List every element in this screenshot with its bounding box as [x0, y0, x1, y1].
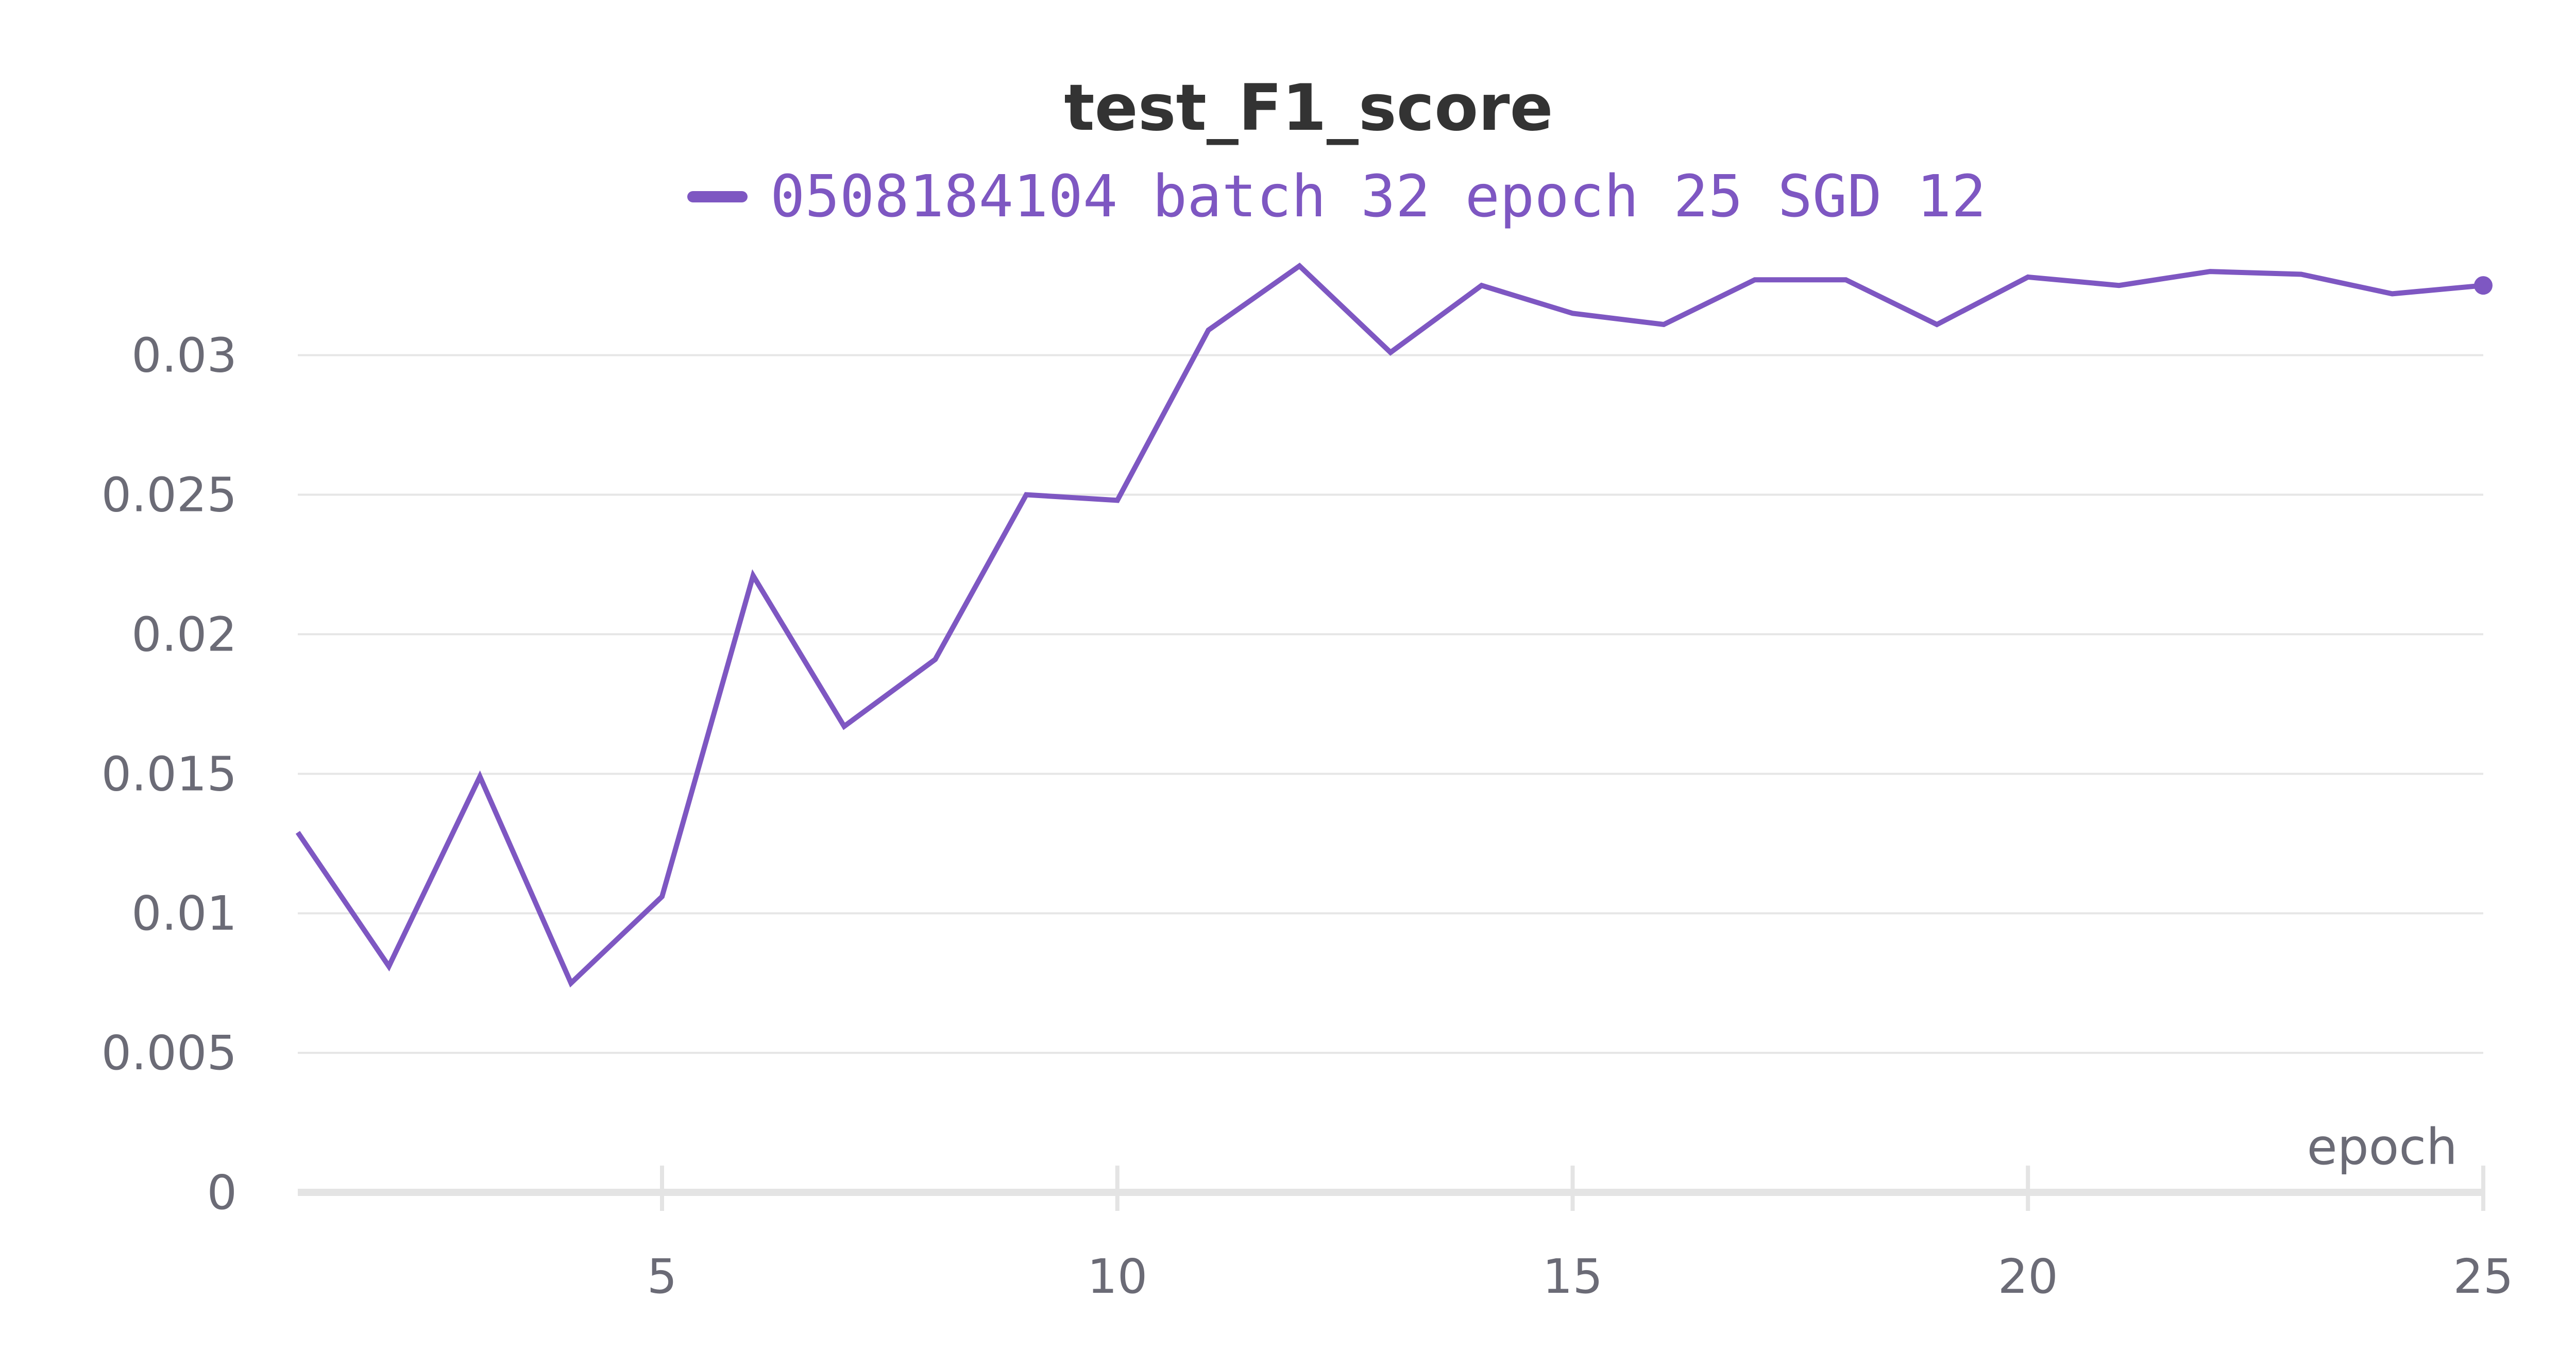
y-tick-label: 0.015: [101, 746, 237, 801]
x-tick-label: 15: [1543, 1249, 1603, 1304]
y-tick-label: 0.02: [131, 607, 237, 662]
y-tick-label: 0.01: [131, 886, 237, 941]
x-tick-label: 20: [1998, 1249, 2058, 1304]
x-axis: [298, 1166, 2485, 1211]
x-tick-label: 5: [647, 1249, 677, 1304]
legend-label-series-0: 0508184104 batch 32 epoch 25 SGD 12: [770, 163, 1986, 230]
legend[interactable]: 0508184104 batch 32 epoch 25 SGD 12: [687, 163, 1986, 230]
x-axis-label: epoch: [2307, 1118, 2458, 1176]
x-tick-label: 25: [2453, 1249, 2513, 1304]
series-end-point: [2474, 276, 2493, 295]
y-tick-label: 0.005: [101, 1025, 237, 1081]
x-axis-tick-labels: 5 10 15 20 25: [647, 1249, 2514, 1304]
y-tick-label: 0: [207, 1165, 237, 1220]
chart-title: test_F1_score: [1064, 71, 1553, 145]
x-tick-label: 10: [1087, 1249, 1147, 1304]
y-axis-tick-labels: 0 0.005 0.01 0.015 0.02 0.025 0.03: [101, 328, 237, 1220]
series-layer: [295, 262, 2493, 988]
series-line-0: [295, 262, 2484, 988]
grid-lines: [298, 354, 2483, 1054]
y-tick-label: 0.03: [131, 328, 237, 383]
y-tick-label: 0.025: [101, 468, 237, 523]
